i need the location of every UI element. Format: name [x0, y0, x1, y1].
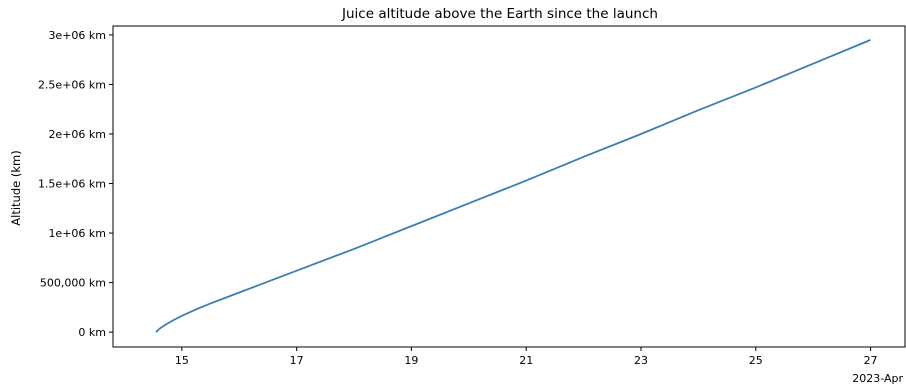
x-tick-label: 23	[634, 354, 648, 367]
x-axis-offset-label: 2023-Apr	[852, 372, 903, 385]
y-tick-label: 3e+06 km	[48, 29, 106, 42]
y-axis-ticks: 0 km 500,000 km 1e+06 km 1.5e+06 km 2e+06 km…	[38, 29, 113, 339]
x-tick-label: 27	[864, 354, 878, 367]
chart-title: Juice altitude above the Earth since the…	[341, 6, 658, 22]
x-tick-label: 19	[404, 354, 418, 367]
altitude-line	[155, 39, 871, 333]
x-tick-label: 15	[175, 354, 189, 367]
y-tick-label: 1.5e+06 km	[38, 178, 106, 191]
y-tick-label: 500,000 km	[40, 277, 106, 290]
x-tick-label: 21	[519, 354, 533, 367]
y-tick-label: 0 km	[78, 326, 106, 339]
x-tick-label: 25	[749, 354, 763, 367]
y-tick-label: 2e+06 km	[48, 128, 106, 141]
plot-area-frame	[112, 25, 906, 348]
x-axis-ticks: 15 17 19 21 23 25 27	[175, 347, 878, 367]
x-tick-label: 17	[290, 354, 304, 367]
y-tick-label: 2.5e+06 km	[38, 78, 106, 91]
y-axis-label: Altitude (km)	[9, 150, 23, 225]
y-tick-label: 1e+06 km	[48, 227, 106, 240]
